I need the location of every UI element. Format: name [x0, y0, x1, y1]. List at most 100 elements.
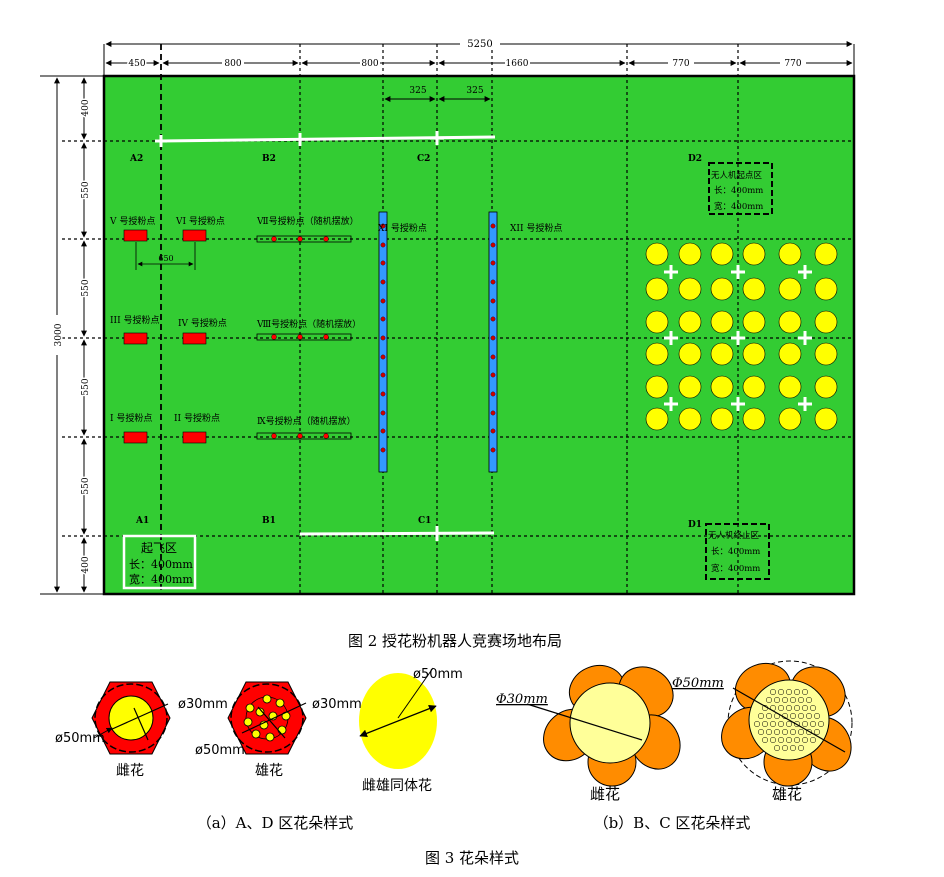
zone-d1: D1	[688, 520, 702, 530]
drone-start-title: 无人机起点区	[711, 170, 763, 181]
pollen-dot	[809, 704, 817, 712]
flower-b-male	[721, 660, 853, 787]
start-zone-title: 起飞区	[141, 541, 177, 555]
dim-sub-1: 325	[409, 86, 426, 96]
point-label-4: IV 号授粉点	[178, 317, 227, 329]
dim-top-2: 800	[224, 59, 241, 69]
pollen-dot	[773, 696, 781, 704]
zone-b1: B1	[262, 516, 276, 526]
dim-650-label: 650	[158, 254, 173, 263]
flower-a-female-d50: ø50mm	[55, 731, 105, 746]
point-label-3: III 号授粉点	[110, 314, 160, 326]
pollen-dot	[797, 696, 805, 704]
zone-a1: A1	[135, 516, 149, 526]
zone-c2: C2	[417, 154, 430, 164]
flower-b-male-phi50: Φ50mm	[672, 676, 724, 691]
zone-a2: A2	[129, 154, 143, 164]
pollen-dot	[789, 712, 797, 720]
zone-d2: D2	[688, 154, 702, 164]
caption-b: （b）B、C 区花朵样式	[594, 814, 751, 832]
flower-grid	[645, 242, 838, 431]
pollen-dot	[789, 696, 797, 704]
drone-start-box	[708, 162, 773, 215]
pollen-dot	[753, 720, 761, 728]
field-area	[102, 74, 856, 596]
blue-pole-xi	[378, 211, 388, 473]
start-zone-box	[122, 534, 197, 590]
pollen-dot	[777, 736, 785, 744]
pollen-dot	[813, 712, 821, 720]
flower-b-male-label: 雄花	[772, 785, 802, 803]
point-label-12: XII 号授粉点	[510, 222, 562, 234]
pollen-dot	[781, 696, 789, 704]
pollen-dot	[761, 720, 769, 728]
dim-top-6: 770	[784, 59, 801, 69]
pollen-dot	[757, 712, 765, 720]
caption-a: （a）A、D 区花朵样式	[197, 814, 354, 832]
flower-a-male-label: 雄花	[255, 763, 283, 779]
pollen-dot	[809, 720, 817, 728]
point-label-1: I 号授粉点	[110, 412, 152, 424]
pollen-dot	[801, 704, 809, 712]
pollen-dot	[757, 728, 765, 736]
pollen-dot	[801, 688, 809, 696]
start-zone-width: 宽：400mm	[129, 572, 193, 586]
point-label-7: Ⅶ号授粉点（随机摆放）	[256, 215, 359, 227]
pollen-dot	[793, 736, 801, 744]
pollen-dot	[777, 704, 785, 712]
pollen-dot	[761, 736, 769, 744]
pollen-dot	[785, 704, 793, 712]
pollen-dot	[797, 728, 805, 736]
flower-a-both-d50: ø50mm	[413, 667, 463, 682]
dim-side-2: 550	[81, 181, 91, 198]
random-point-dots	[271, 236, 329, 439]
pollen-dots	[753, 688, 825, 752]
pollen-dot	[805, 712, 813, 720]
pollen-dot	[793, 704, 801, 712]
point-label-9: Ⅸ号授粉点（随机摆放）	[257, 415, 356, 427]
pollen-dot	[769, 720, 777, 728]
dim-side-5: 550	[81, 477, 91, 494]
pollen-dot	[785, 688, 793, 696]
drone-end-title: 无人机终止区	[708, 530, 760, 541]
pollen-dot	[773, 744, 781, 752]
top-dimensions	[103, 41, 855, 102]
pollen-dot	[797, 712, 805, 720]
point-label-6: VI 号授粉点	[175, 215, 225, 227]
dim-side-3: 550	[81, 279, 91, 296]
white-crosses	[664, 265, 812, 411]
flower-a-both	[359, 667, 437, 769]
pole-dots	[380, 223, 496, 453]
dim-650	[135, 242, 196, 270]
white-guide-top	[155, 131, 496, 147]
dim-sub-2: 325	[466, 86, 483, 96]
flower-a-male-d50: ø50mm	[195, 743, 245, 758]
pollen-dot	[809, 736, 817, 744]
flower-a-male-d30: ø30mm	[312, 697, 362, 712]
pollen-dot	[769, 688, 777, 696]
figure-2-caption: 图 2 授花粉机器人竞赛场地布局	[348, 632, 562, 650]
drone-end-box	[705, 523, 770, 580]
pollen-dot	[777, 720, 785, 728]
pollen-dot	[785, 736, 793, 744]
pollen-dot	[781, 728, 789, 736]
pollen-dot	[813, 728, 821, 736]
flower-a-both-label: 雌雄同体花	[362, 778, 432, 794]
left-dimensions	[40, 75, 104, 595]
pollen-dot	[801, 720, 809, 728]
drone-start-width: 宽：400mm	[714, 201, 763, 212]
red-markers	[123, 229, 207, 444]
pollen-dot	[765, 712, 773, 720]
pollen-dot	[793, 688, 801, 696]
flower-b-female	[526, 664, 681, 787]
flower-b-female-label: 雌花	[590, 785, 620, 803]
blue-pole-xii	[488, 211, 498, 473]
pollen-dot	[769, 736, 777, 744]
pollen-dot	[797, 744, 805, 752]
pollen-dot	[777, 688, 785, 696]
drone-start-length: 长：400mm	[714, 185, 763, 196]
pollen-dot	[765, 728, 773, 736]
dim-top-4: 1660	[506, 59, 529, 69]
pollen-dot	[789, 744, 797, 752]
